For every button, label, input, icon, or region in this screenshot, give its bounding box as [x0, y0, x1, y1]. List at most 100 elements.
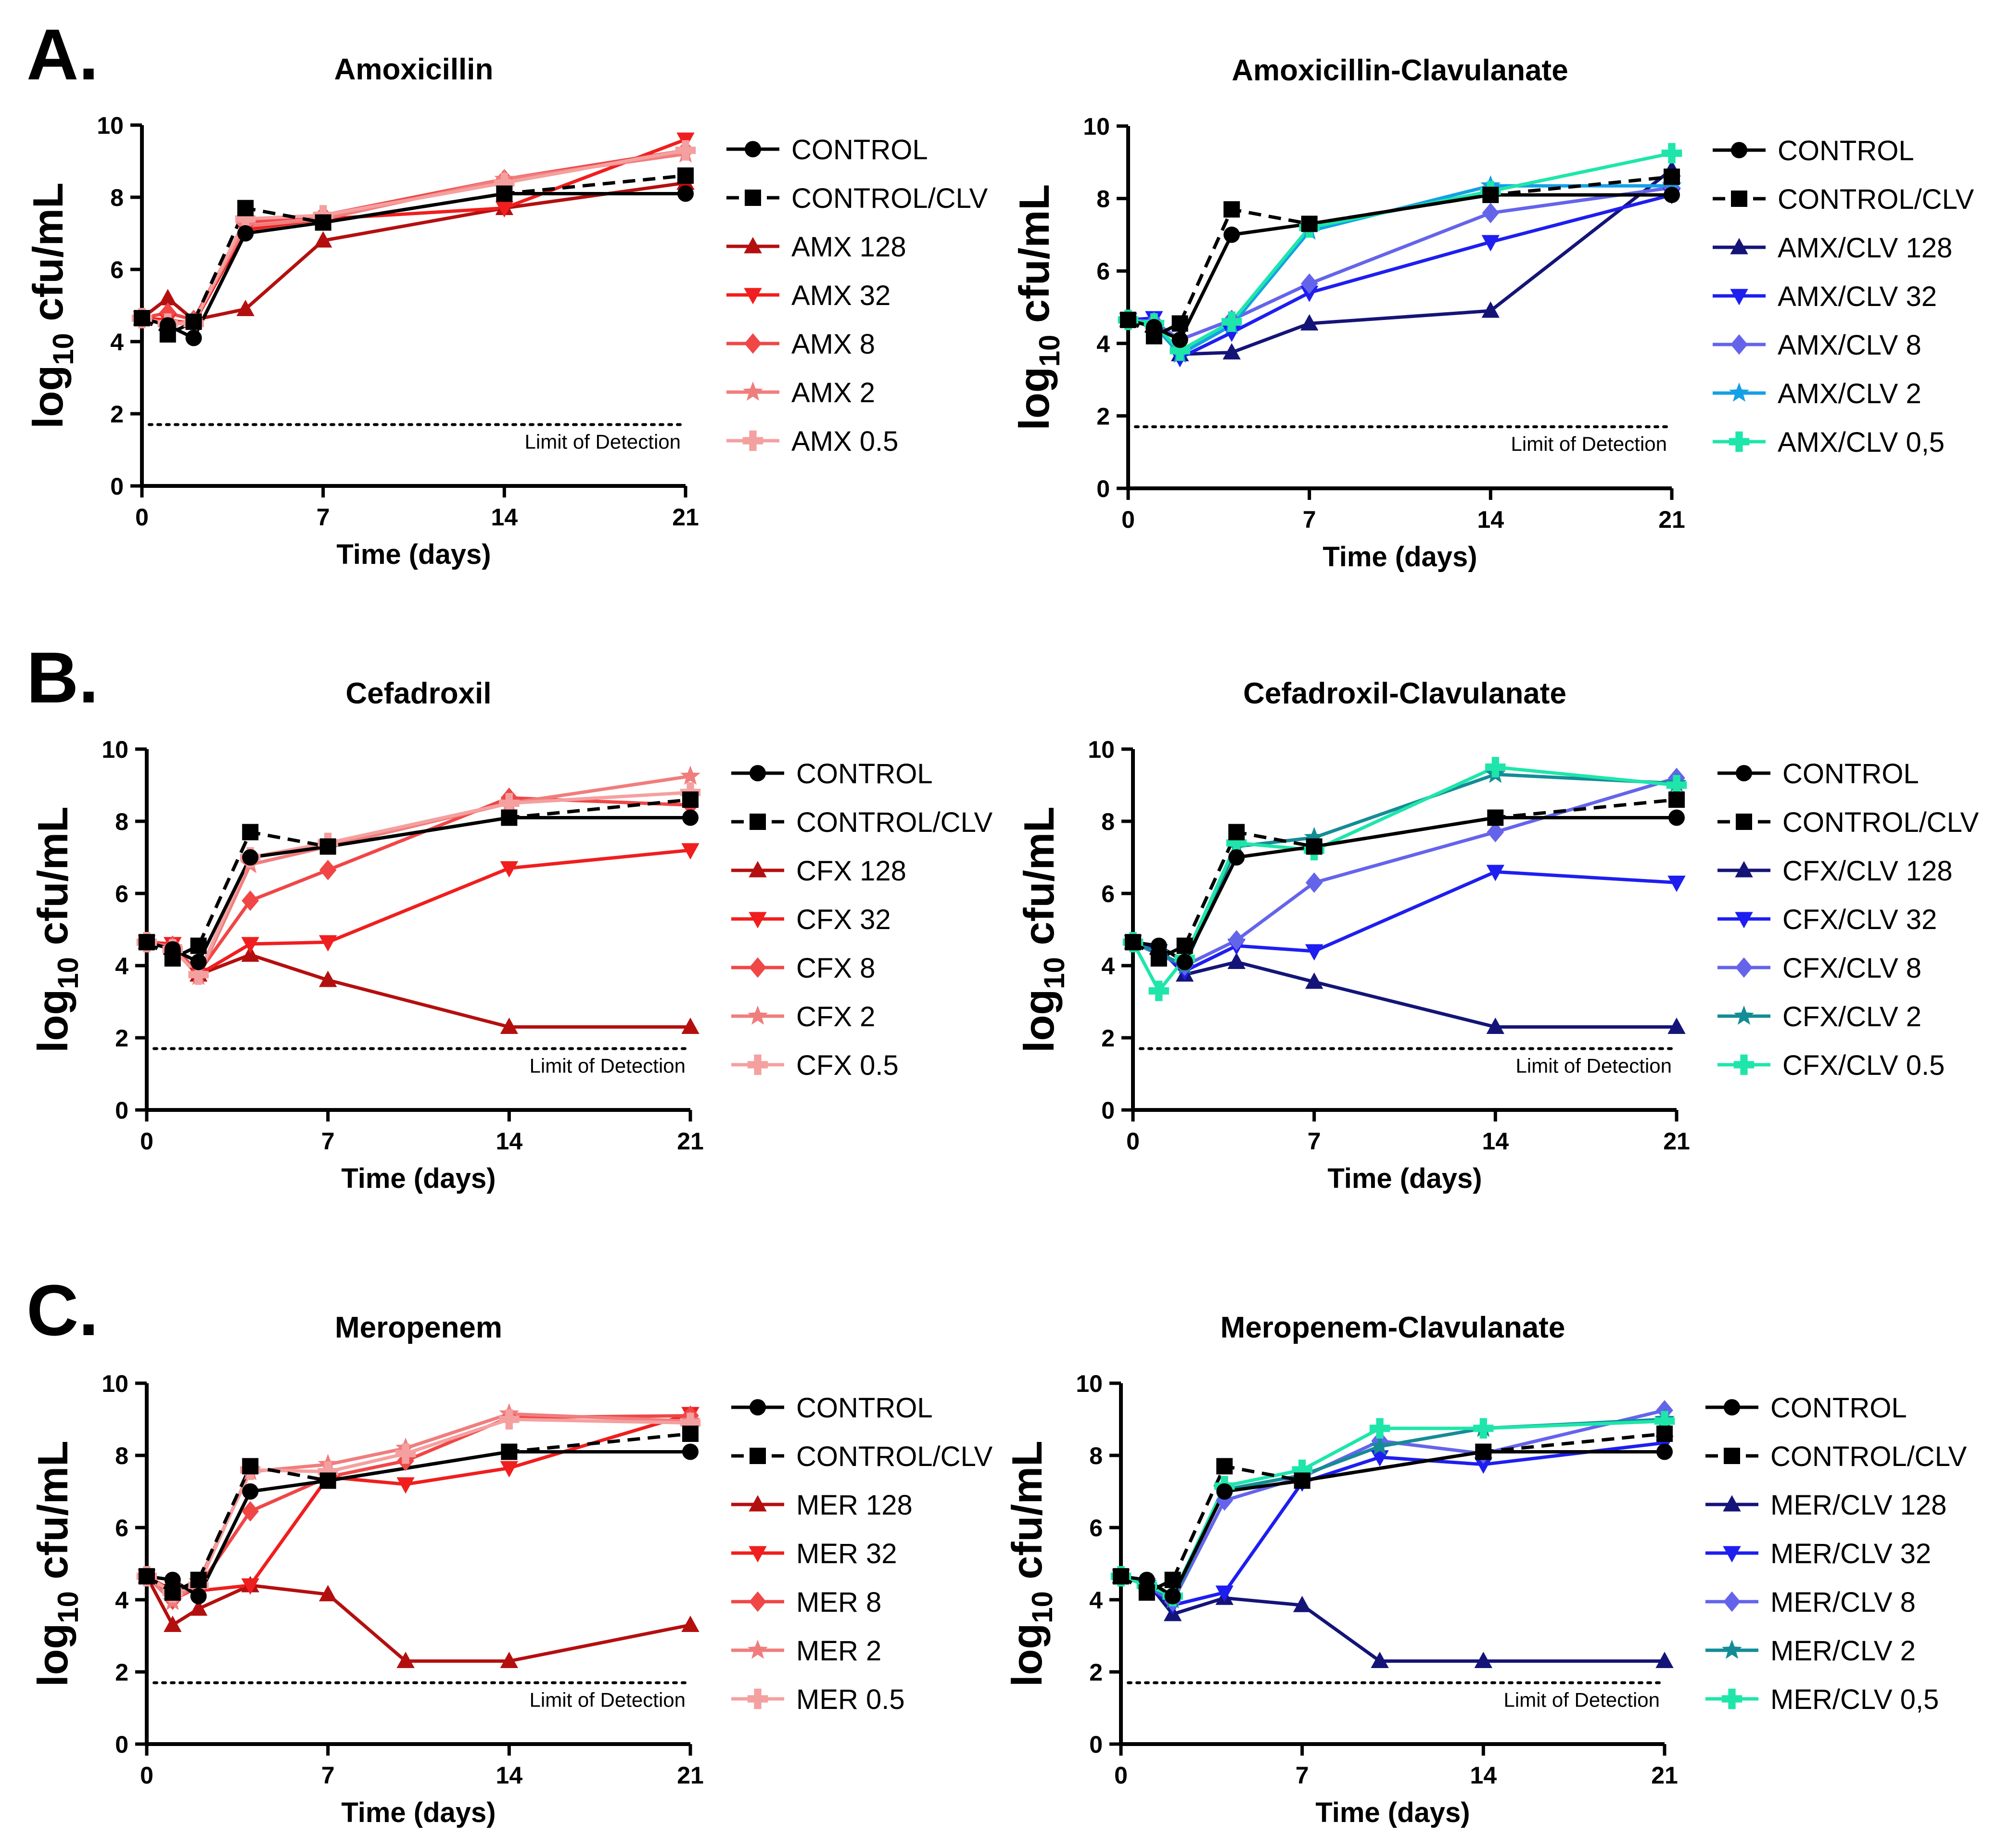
x-tick-label: 14	[491, 504, 518, 531]
legend-marker	[749, 1495, 767, 1512]
y-axis-title-sub: 10	[47, 333, 79, 365]
legend-label: AMX/CLV 0,5	[1778, 427, 1945, 458]
legend-item: MER 0.5	[731, 1684, 905, 1715]
y-tick-label: 8	[115, 1442, 128, 1469]
data-point	[1216, 1483, 1233, 1500]
legend-label: CFX/CLV 32	[1782, 904, 1937, 935]
limit-of-detection-label: Limit of Detection	[1511, 433, 1667, 455]
legend-label: MER/CLV 0,5	[1770, 1684, 1939, 1715]
series-line	[1132, 870, 1677, 973]
data-point	[1301, 216, 1318, 232]
data-point	[185, 330, 202, 346]
x-tick-label: 7	[1303, 506, 1316, 533]
data-point	[1171, 331, 1188, 348]
data-point	[1228, 824, 1245, 841]
y-tick-label: 10	[97, 112, 124, 139]
legend-marker	[744, 333, 762, 354]
legend-item: MER 8	[731, 1587, 881, 1618]
y-tick-label: 2	[1096, 403, 1110, 430]
chart-title: Meropenem-Clavulanate	[1221, 1311, 1565, 1344]
data-point	[1120, 311, 1136, 328]
limit-of-detection-label: Limit of Detection	[525, 431, 681, 453]
x-axis-title: Time (days)	[341, 1163, 496, 1194]
data-point	[315, 214, 331, 231]
y-tick-label: 0	[1101, 1097, 1115, 1124]
data-point	[1481, 235, 1500, 252]
y-tick-label: 6	[1101, 880, 1115, 907]
series-line	[145, 1575, 691, 1663]
legend-item: CONTROL/CLV	[1713, 184, 1974, 215]
series-line	[141, 138, 687, 325]
y-tick-label: 8	[1089, 1442, 1103, 1469]
data-point	[1473, 1418, 1494, 1439]
chart-title: Meropenem	[335, 1311, 502, 1344]
data-point	[1486, 1017, 1505, 1034]
legend-item: CONTROL	[1705, 1392, 1907, 1424]
y-tick-label: 10	[102, 736, 128, 763]
y-tick-label: 4	[115, 1587, 128, 1614]
legend-marker	[1730, 238, 1748, 255]
data-point	[1656, 1443, 1673, 1460]
legend-item: AMX/CLV 2	[1713, 378, 1921, 409]
data-point	[500, 1461, 519, 1478]
legend-marker	[1735, 861, 1753, 878]
legend-marker	[1729, 382, 1749, 402]
legend-label: AMX/CLV 2	[1778, 378, 1921, 409]
series-line	[141, 152, 686, 325]
data-point	[1223, 201, 1240, 218]
data-point	[1485, 757, 1506, 777]
legend-item: CONTROL	[731, 1392, 933, 1424]
y-tick-label: 4	[110, 329, 124, 356]
data-point	[681, 1615, 700, 1632]
data-point	[500, 861, 519, 878]
y-tick-label: 2	[115, 1025, 128, 1052]
y-axis-title: log10 cfu/mL	[29, 806, 84, 1053]
data-point	[1656, 1426, 1673, 1442]
legend-label: MER 32	[796, 1538, 897, 1569]
legend-label: CONTROL	[791, 134, 928, 166]
data-point	[1228, 930, 1246, 951]
limit-of-detection-label: Limit of Detection	[530, 1689, 686, 1711]
y-tick-label: 6	[1089, 1515, 1103, 1542]
legend-label: CONTROL	[796, 1392, 933, 1424]
data-point	[1482, 203, 1500, 223]
legend-label: MER 2	[796, 1635, 881, 1667]
legend-item: CFX/CLV 8	[1717, 953, 1921, 984]
data-point	[1300, 273, 1318, 294]
data-point	[499, 1409, 520, 1430]
legend-marker	[1731, 142, 1747, 158]
data-point	[1370, 1436, 1390, 1455]
y-axis-title-log: log	[29, 989, 76, 1053]
x-tick-label: 0	[1126, 1128, 1140, 1155]
legend-label: CFX 32	[796, 904, 891, 935]
x-tick-label: 21	[677, 1762, 704, 1789]
y-axis-title-log: log	[1003, 1623, 1051, 1687]
series-line	[146, 940, 690, 1029]
data-point	[500, 1651, 519, 1668]
legend-label: MER/CLV 32	[1770, 1538, 1931, 1569]
legend-label: CFX/CLV 128	[1782, 855, 1953, 887]
series-line	[146, 816, 690, 964]
data-point	[237, 225, 254, 242]
data-point	[682, 809, 699, 826]
legend-item: CONTROL/CLV	[731, 1441, 993, 1472]
legend-item: AMX 2	[726, 377, 875, 408]
legend-marker	[1735, 912, 1753, 929]
data-point	[190, 1588, 207, 1605]
data-point	[1667, 876, 1686, 892]
chart-4: Cefadroxil-Clavulanate 0 2 4 6 8 10 0 7 14 21 Time …	[1015, 677, 1979, 1194]
series-line	[1128, 152, 1672, 353]
data-point	[1216, 1458, 1233, 1475]
data-point	[1215, 1585, 1234, 1602]
data-point	[318, 935, 337, 952]
data-point	[494, 172, 515, 193]
legend-marker	[1729, 431, 1750, 452]
data-point	[241, 945, 259, 962]
data-point	[188, 964, 209, 985]
x-tick-label: 14	[496, 1762, 523, 1789]
x-tick-label: 7	[317, 504, 330, 531]
y-tick-label: 6	[115, 1515, 128, 1542]
y-tick-label: 10	[102, 1370, 128, 1397]
legend-item: MER 128	[731, 1490, 913, 1521]
legend-item: CFX 0.5	[731, 1050, 899, 1081]
